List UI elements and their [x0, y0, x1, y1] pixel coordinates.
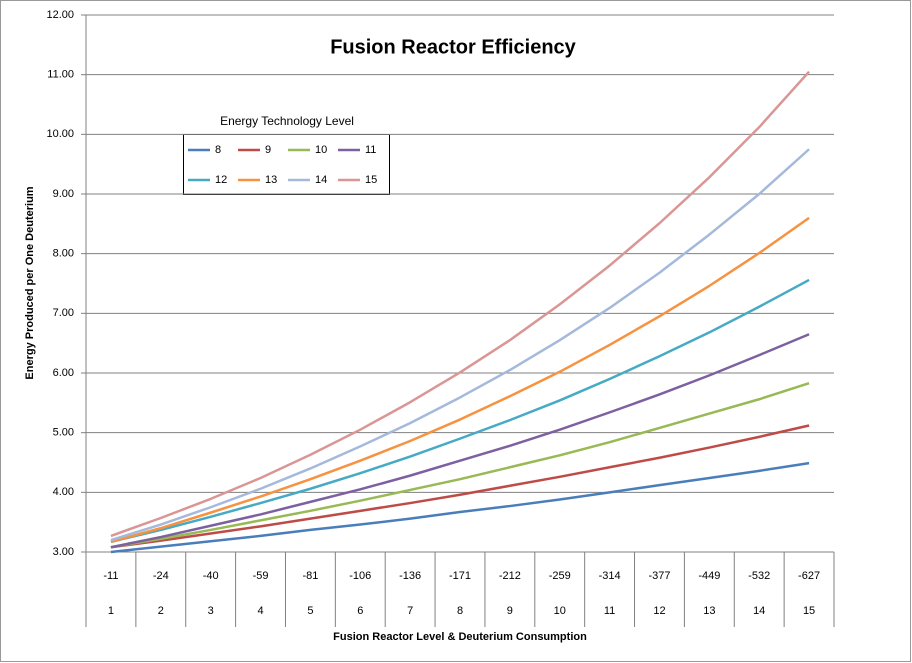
x-tick-label: 3	[208, 605, 214, 617]
legend-label: 15	[365, 174, 377, 186]
x-tick-label: -627	[798, 570, 820, 582]
x-tick-label: -136	[399, 570, 421, 582]
y-tick-label: 9.00	[53, 188, 74, 200]
legend-title: Energy Technology Level	[220, 114, 354, 128]
legend-label: 13	[265, 174, 277, 186]
y-axis-title: Energy Produced per One Deuterium	[24, 186, 36, 379]
series-line	[110, 333, 810, 549]
x-tick-label: -212	[499, 570, 521, 582]
series-line	[110, 424, 810, 549]
chart-title: Fusion Reactor Efficiency	[330, 36, 576, 58]
y-tick-label: 4.00	[53, 486, 74, 498]
x-tick-label: -81	[302, 570, 318, 582]
x-tick-label: 9	[507, 605, 513, 617]
series-line	[110, 461, 810, 554]
x-tick-label: -40	[203, 570, 219, 582]
x-tick-label: -532	[748, 570, 770, 582]
x-tick-label: -377	[648, 570, 670, 582]
x-tick-label: 15	[803, 605, 815, 617]
x-tick-label: 1	[108, 605, 114, 617]
x-tick-label: 5	[307, 605, 313, 617]
series-line	[110, 148, 810, 542]
series-line	[110, 381, 810, 549]
legend-label: 8	[215, 144, 221, 156]
legend-box	[183, 134, 390, 195]
y-tick-label: 7.00	[53, 307, 74, 319]
series-line	[110, 70, 810, 538]
x-tick-label: 11	[604, 605, 615, 617]
x-tick-label: -171	[449, 570, 471, 582]
x-tick-label: -449	[698, 570, 720, 582]
legend-label: 14	[315, 174, 327, 186]
x-tick-label: -24	[153, 570, 169, 582]
y-tick-label: 12.00	[46, 9, 74, 21]
x-tick-label: 10	[554, 605, 566, 617]
x-tick-label: -106	[349, 570, 371, 582]
x-tick-label: 6	[357, 605, 363, 617]
series-line	[110, 278, 810, 544]
legend-label: 9	[265, 144, 271, 156]
x-tick-label: 8	[457, 605, 463, 617]
y-tick-label: 11.00	[47, 69, 74, 81]
y-tick-label: 3.00	[53, 546, 74, 558]
y-tick-label: 6.00	[53, 367, 74, 379]
y-tick-label: 5.00	[53, 427, 74, 439]
x-tick-label: -314	[599, 570, 621, 582]
x-tick-label: 2	[158, 605, 164, 617]
x-tick-label: -259	[549, 570, 571, 582]
x-tick-label: 13	[703, 605, 715, 617]
x-tick-label: 4	[257, 605, 263, 617]
x-tick-label: -59	[253, 570, 269, 582]
x-tick-label: -11	[103, 570, 118, 582]
legend-label: 12	[215, 174, 227, 186]
legend-label: 11	[365, 144, 376, 156]
y-tick-label: 10.00	[46, 128, 74, 140]
x-axis-title: Fusion Reactor Level & Deuterium Consump…	[333, 631, 587, 643]
y-tick-label: 8.00	[53, 248, 74, 260]
x-tick-label: 12	[653, 605, 665, 617]
x-tick-label: 7	[407, 605, 413, 617]
x-tick-label: 14	[753, 605, 765, 617]
series-line	[110, 216, 810, 544]
legend-label: 10	[315, 144, 327, 156]
